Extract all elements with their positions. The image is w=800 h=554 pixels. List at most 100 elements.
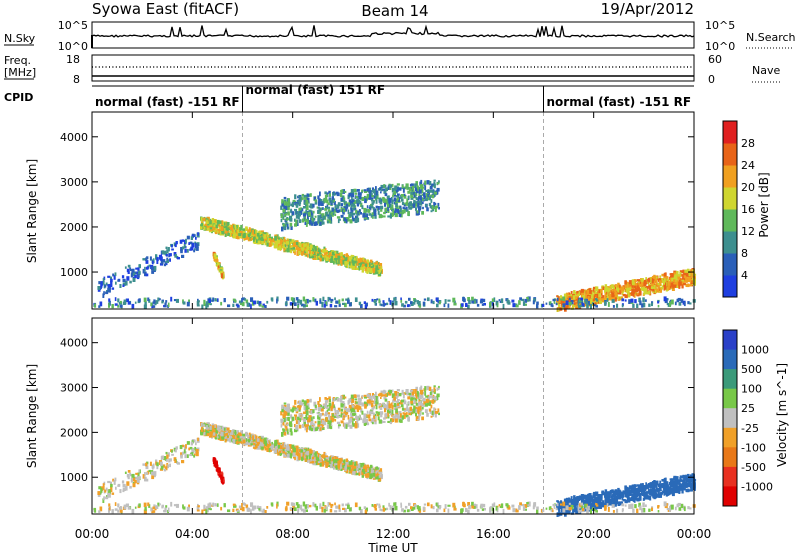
power-pixel (336, 192, 340, 197)
power-pixel (657, 285, 660, 290)
power-pixel (295, 219, 298, 225)
velocity-pixel (655, 493, 657, 499)
power-pixel (336, 204, 340, 209)
velocity-pixel (417, 391, 419, 397)
power-pixel (647, 277, 651, 282)
velocity-pixel (409, 389, 413, 393)
velocity-pixel (321, 408, 324, 412)
power-pixel (329, 297, 331, 300)
velocity-pixel (382, 394, 386, 397)
velocity-pixel (363, 396, 367, 399)
power-pixel (660, 289, 662, 293)
velocity-pixel (317, 401, 320, 405)
velocity-pixel (332, 460, 336, 465)
power-pixel (261, 231, 265, 236)
power-pixel (323, 303, 326, 308)
power-pixel (326, 201, 329, 204)
power-pixel (152, 301, 155, 304)
velocity-pixel (345, 415, 348, 418)
power-pixel (347, 209, 350, 215)
power-pixel (338, 259, 340, 265)
velocity-pixel (352, 418, 355, 421)
velocity-pixel (594, 507, 597, 511)
power-pixel (585, 296, 589, 301)
power-pixel (308, 299, 312, 303)
power-pixel (283, 200, 285, 206)
power-pixel (483, 303, 486, 306)
power-pixel (673, 272, 677, 275)
velocity-pixel (354, 398, 358, 401)
power-pixel (333, 192, 336, 196)
power-pixel (407, 190, 411, 194)
power-pixel (271, 241, 274, 246)
power-pixel (253, 300, 257, 305)
power-pixel (371, 187, 374, 191)
power-pixel (356, 210, 360, 216)
power-pixel (348, 255, 352, 260)
power-pixel (334, 208, 337, 211)
velocity-pixel (418, 401, 421, 405)
power-pixel (287, 244, 290, 249)
velocity-pixel (356, 423, 360, 428)
velocity-pixel (644, 491, 647, 494)
power-pixel (130, 272, 133, 278)
power-pixel (401, 194, 404, 197)
power-pixel (331, 196, 334, 201)
velocity-pixel (329, 416, 332, 420)
power-pixel (173, 252, 177, 256)
velocity-pixel (395, 408, 398, 413)
power-pixel (368, 206, 372, 211)
power-pixel (690, 274, 693, 278)
power-pixel (556, 297, 559, 302)
power-pixel (666, 278, 669, 281)
power-pixel (661, 287, 664, 290)
power-pixel (210, 229, 213, 233)
power-pixel (302, 305, 306, 308)
power-pixel (317, 215, 321, 220)
power-pixel (327, 209, 331, 212)
power-pixel (665, 276, 668, 281)
power-pixel (409, 186, 413, 191)
power-pixel (680, 298, 684, 303)
power-pixel (649, 277, 653, 279)
power-pixel (415, 190, 418, 194)
velocity-pixel (322, 462, 325, 467)
power-pixel (308, 209, 312, 213)
power-y-axis-label: Slant Range [km] (25, 159, 39, 263)
power-pixel (655, 279, 658, 285)
power-pixel (255, 233, 258, 238)
power-pixel (317, 218, 321, 223)
power-pixel (645, 277, 647, 280)
power-pixel (391, 204, 394, 209)
power-pixel (229, 230, 232, 233)
power-pixel (188, 242, 190, 245)
power-pixel (120, 300, 122, 304)
power-pixel (580, 297, 584, 301)
power-pixel (584, 298, 587, 303)
velocity-pixel (287, 411, 290, 416)
power-pixel (628, 299, 631, 304)
velocity-pixel (431, 389, 434, 392)
velocity-pixel (350, 468, 353, 472)
velocity-pixel (366, 410, 369, 414)
power-pixel (212, 219, 215, 224)
velocity-pixel (224, 426, 228, 432)
power-pixel (361, 189, 364, 192)
power-pixel (283, 226, 286, 230)
velocity-pixel (292, 405, 296, 409)
power-pixel (203, 299, 206, 305)
power-pixel (287, 205, 290, 211)
velocity-pixel (620, 501, 623, 505)
power-pixel (430, 210, 433, 213)
power-pixel (669, 302, 671, 307)
power-pixel (282, 217, 285, 220)
power-pixel (151, 260, 154, 265)
power-pixel (213, 227, 216, 231)
power-pixel (280, 205, 283, 210)
power-pixel (656, 288, 660, 293)
power-pixel (386, 207, 389, 212)
power-pixel (376, 298, 379, 301)
power-pixel (292, 242, 296, 247)
velocity-pixel (369, 473, 373, 478)
power-pixel (407, 195, 410, 199)
